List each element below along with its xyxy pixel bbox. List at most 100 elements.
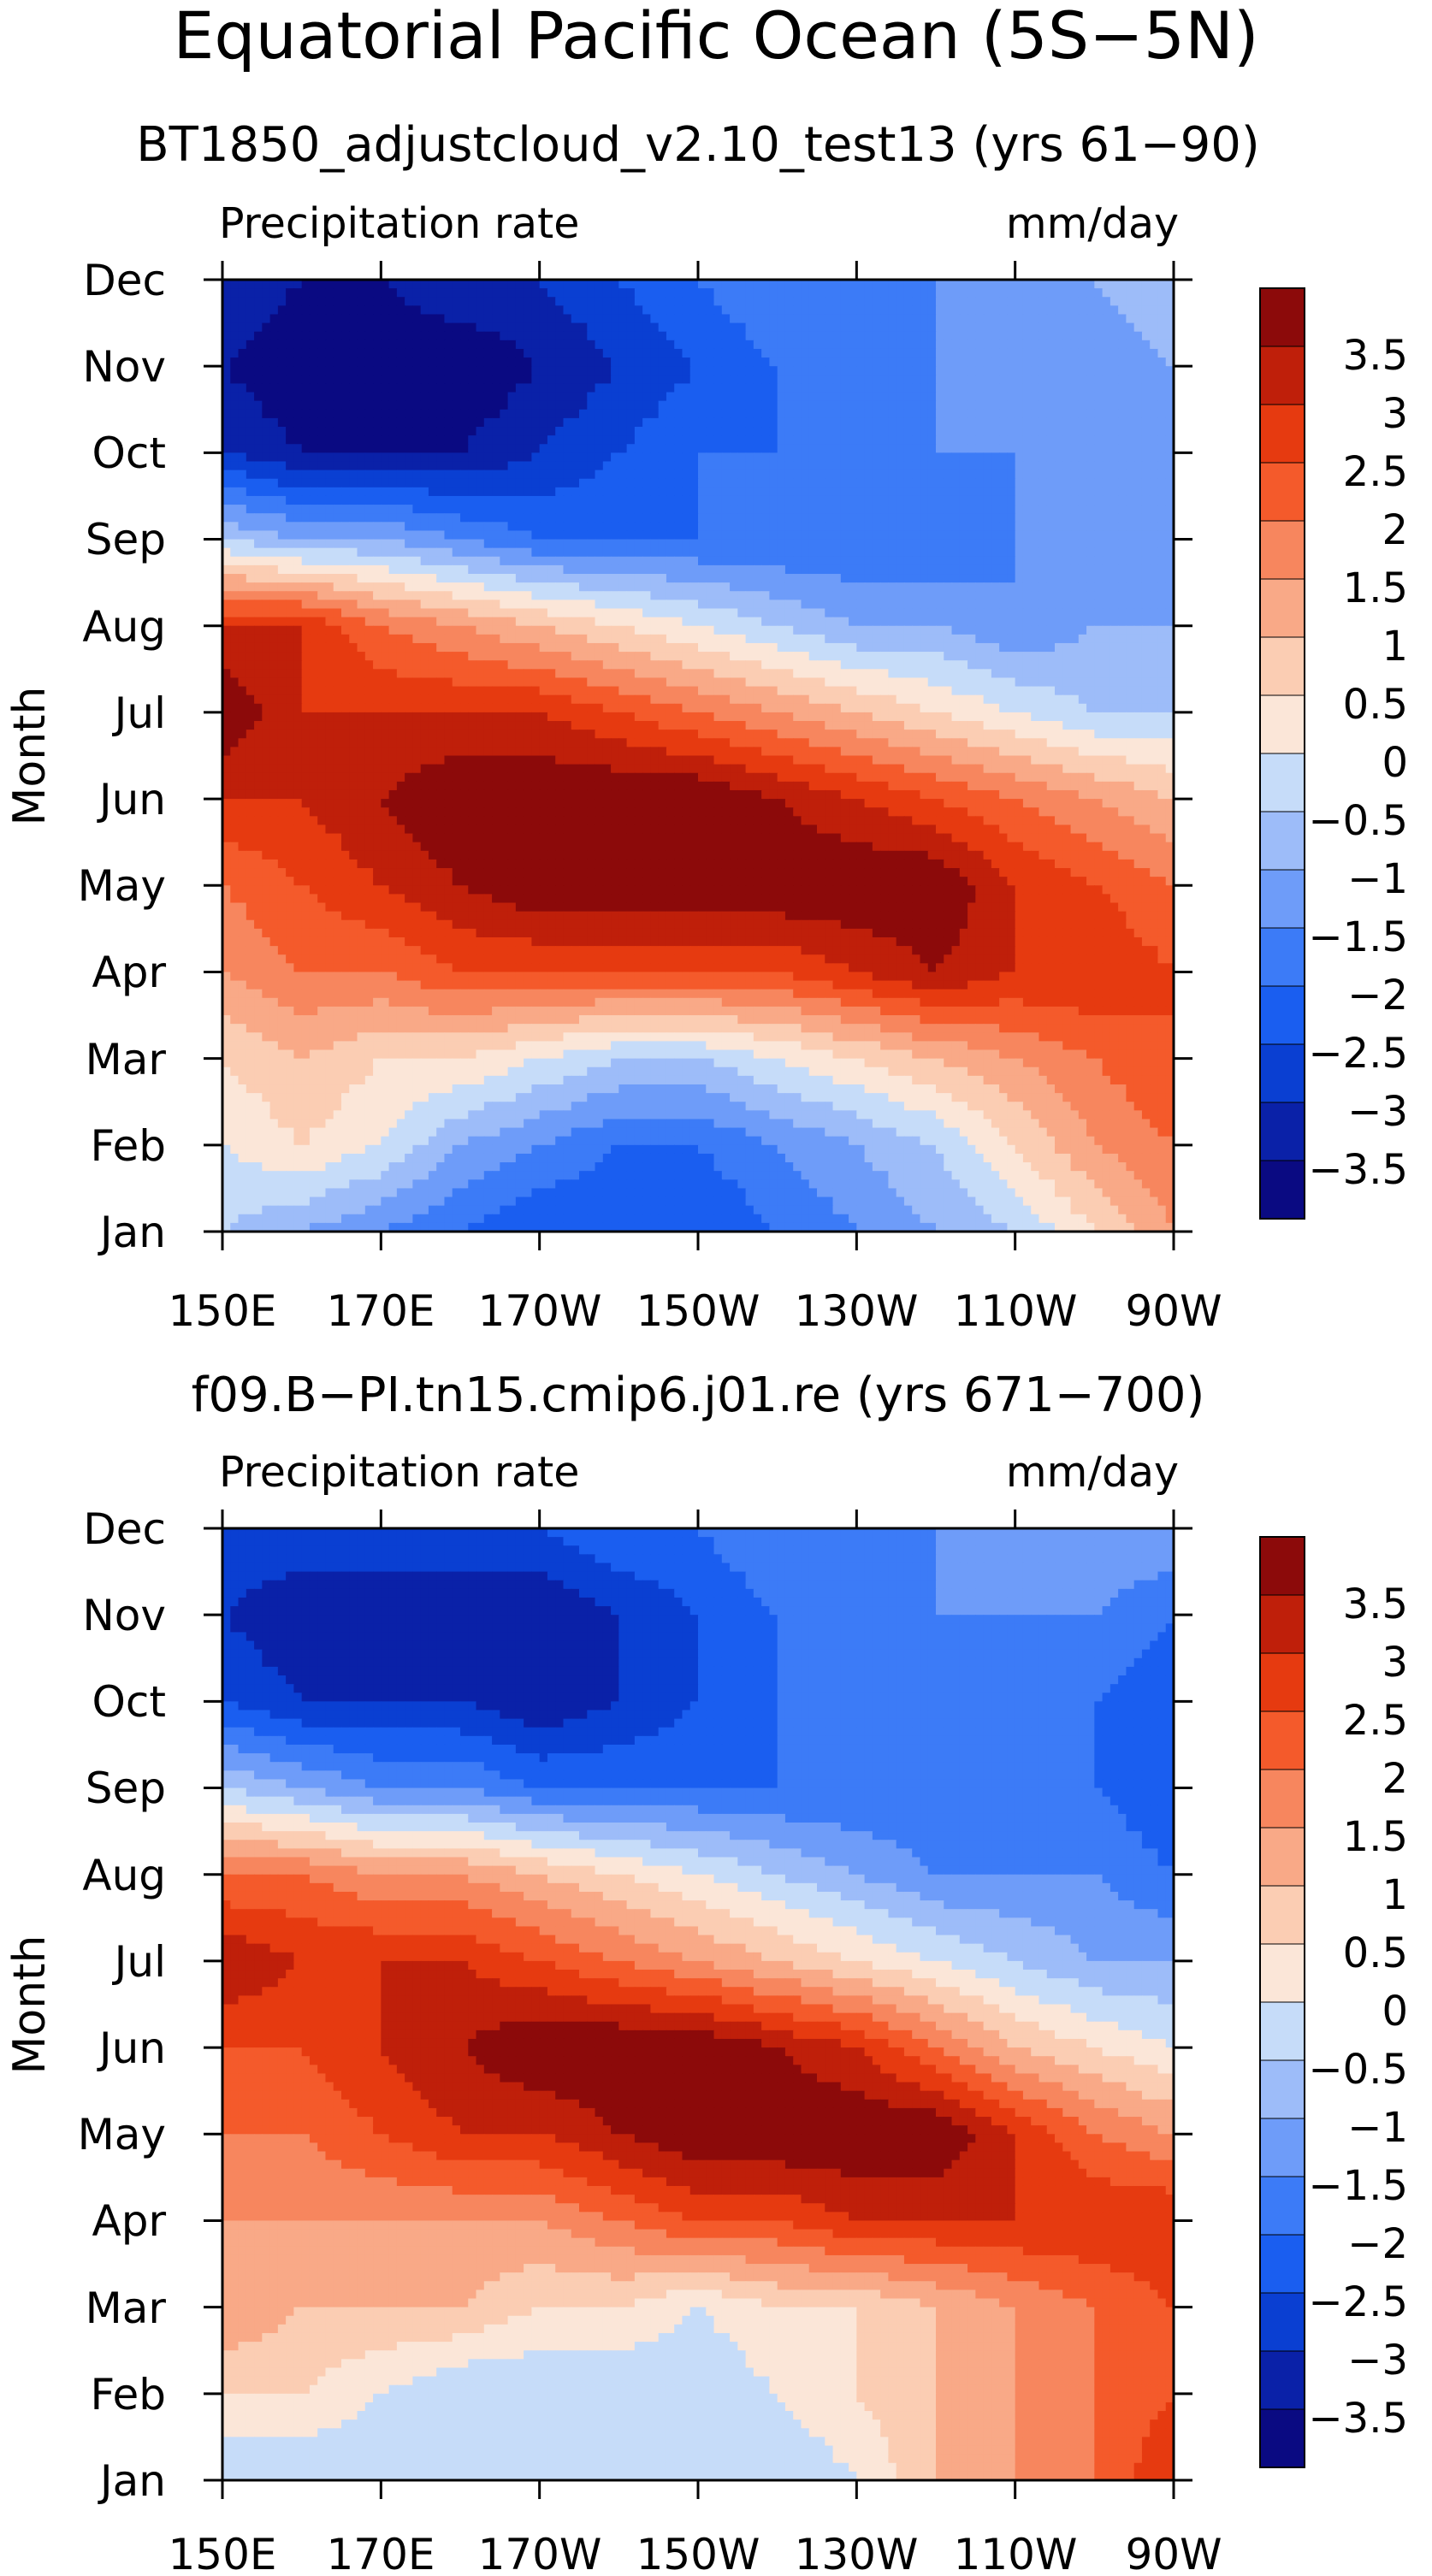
field-cell [611, 608, 619, 618]
field-cell [745, 600, 754, 610]
field-cell [524, 417, 532, 428]
field-cell [991, 625, 1000, 635]
field-cell [1086, 547, 1095, 558]
field-cell [1150, 435, 1159, 445]
field-cell [745, 478, 754, 488]
field-cell [230, 487, 240, 497]
field-cell [428, 375, 437, 385]
field-cell [230, 556, 240, 566]
field-cell [524, 530, 532, 541]
field-cell [936, 435, 944, 445]
field-cell [269, 288, 279, 298]
field-cell [381, 487, 390, 497]
field-cell [293, 409, 303, 419]
field-cell [524, 625, 532, 635]
field-cell [364, 409, 374, 419]
field-cell [460, 409, 469, 419]
field-cell [658, 444, 667, 453]
field-cell [286, 383, 294, 393]
field-cell [745, 539, 754, 549]
field-cell [524, 409, 532, 419]
field-cell [1126, 322, 1135, 333]
field-cell [634, 574, 643, 583]
field-cell [1046, 617, 1056, 627]
field-cell [650, 409, 660, 419]
field-cell [944, 392, 953, 402]
field-cell [381, 522, 390, 532]
field-cell [611, 600, 619, 610]
field-cell [1055, 314, 1063, 324]
field-cell [745, 625, 754, 635]
field-cell [500, 383, 509, 393]
field-cell [1110, 539, 1119, 549]
field-cell [784, 331, 794, 341]
field-cell [587, 564, 596, 575]
field-cell [903, 392, 913, 402]
field-cell [840, 547, 849, 558]
field-cell [301, 505, 311, 514]
field-cell [761, 634, 770, 644]
field-cell [745, 340, 754, 350]
field-cell [713, 322, 723, 333]
field-cell [721, 297, 731, 306]
field-cell [777, 470, 786, 480]
field-cell [349, 340, 358, 350]
field-cell [801, 530, 810, 541]
field-cell [444, 435, 453, 445]
field-cell [944, 427, 953, 436]
field-cell [698, 487, 707, 497]
field-cell [999, 608, 1008, 618]
field-cell [357, 383, 366, 393]
field-cell [1015, 331, 1024, 341]
field-cell [483, 513, 493, 523]
field-cell [1038, 331, 1048, 341]
field-cell [571, 400, 580, 411]
field-cell [753, 452, 762, 463]
field-cell [626, 392, 636, 402]
field-cell [436, 375, 446, 385]
field-cell [999, 340, 1008, 350]
field-cell [1062, 400, 1072, 411]
field-cell [777, 452, 786, 463]
field-cell [634, 530, 643, 541]
field-cell [737, 547, 747, 558]
field-cell [349, 366, 358, 375]
field-cell [1038, 280, 1048, 289]
field-cell [1102, 591, 1111, 600]
field-cell [927, 452, 937, 463]
field-cell [730, 331, 738, 341]
field-cell [1062, 452, 1072, 463]
field-cell [634, 600, 643, 610]
field-cell [682, 357, 691, 367]
field-cell [840, 435, 849, 445]
field-cell [571, 530, 580, 541]
field-cell [1157, 505, 1167, 514]
field-cell [706, 600, 715, 610]
field-cell [666, 487, 675, 497]
field-cell [412, 564, 422, 575]
field-cell [539, 314, 548, 324]
field-cell [246, 634, 255, 644]
field-cell [595, 461, 604, 471]
field-cell [269, 392, 279, 402]
field-cell [1031, 400, 1040, 411]
field-cell [745, 556, 754, 566]
field-cell [286, 608, 294, 618]
field-cell [650, 634, 660, 644]
field-cell [745, 444, 754, 453]
field-cell [341, 435, 350, 445]
field-cell [674, 305, 683, 316]
field-cell [1157, 392, 1167, 402]
field-cell [333, 478, 342, 488]
field-cell [713, 600, 723, 610]
field-cell [539, 280, 548, 289]
field-cell [682, 392, 691, 402]
field-cell [602, 280, 612, 289]
field-cell [1094, 340, 1104, 350]
field-cell [912, 383, 921, 393]
field-cell [849, 547, 857, 558]
field-cell [492, 444, 500, 453]
field-cell [531, 608, 541, 618]
field-cell [524, 547, 532, 558]
field-cell [825, 556, 834, 566]
